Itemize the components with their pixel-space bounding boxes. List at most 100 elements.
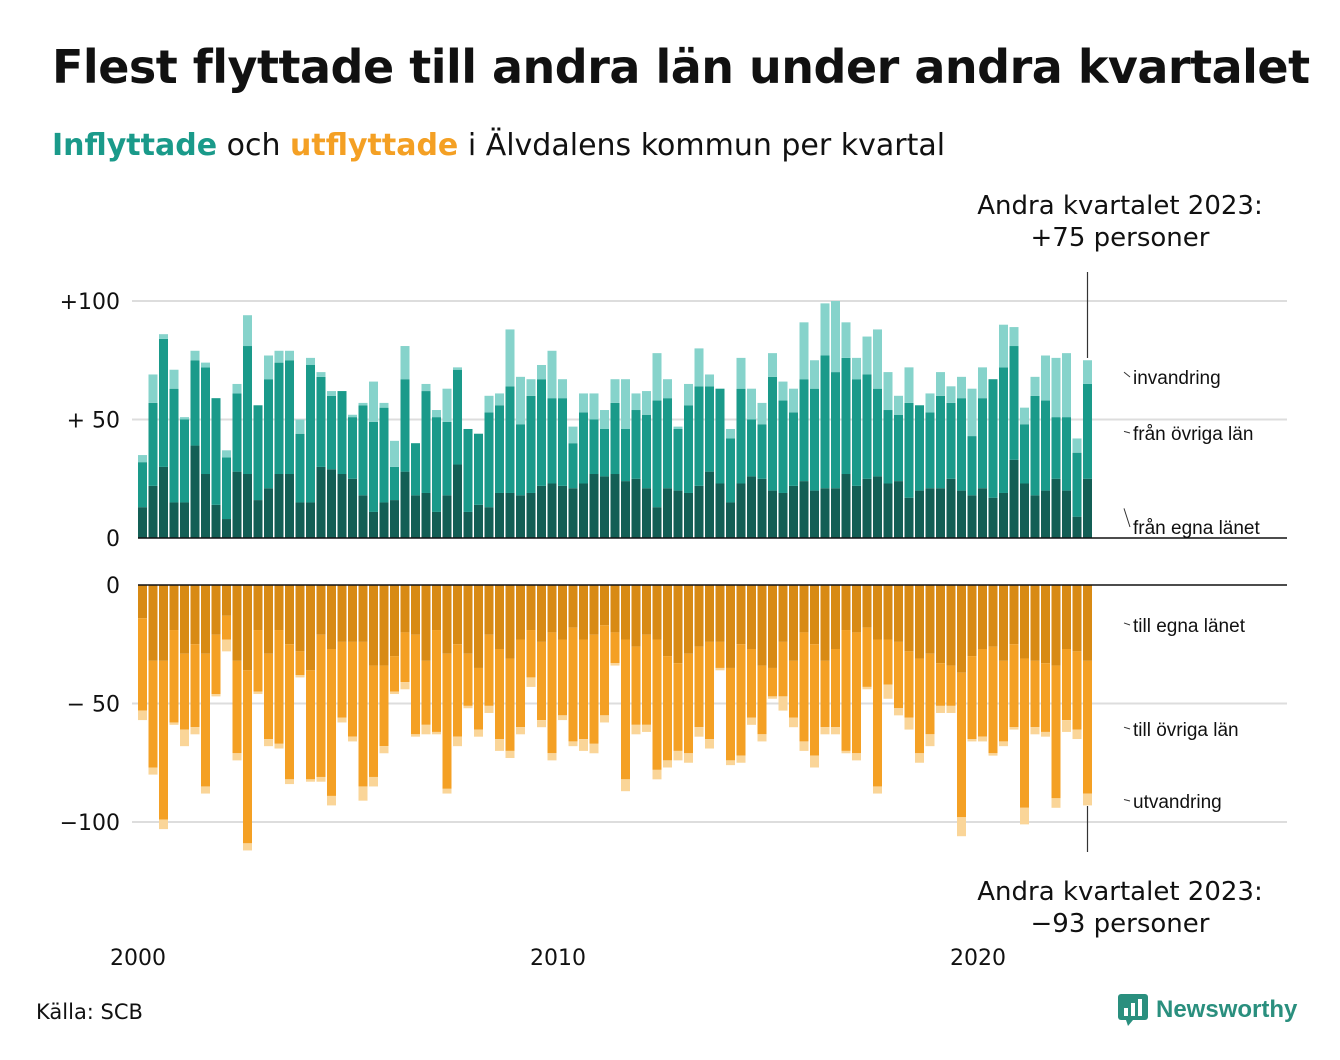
bar-out-1: [243, 670, 252, 844]
bar-out-0: [243, 585, 252, 671]
label-leader-bottom: [1123, 622, 1131, 626]
bar-out-0: [190, 585, 200, 645]
bar-in-0: [768, 490, 777, 538]
bar-in-0: [778, 492, 788, 538]
bar-in-1: [180, 419, 189, 503]
bar-in-0: [505, 492, 515, 538]
bar-in-1: [705, 386, 714, 472]
bar-out-2: [306, 779, 315, 782]
bar-in-0: [243, 474, 252, 538]
bar-out-2: [936, 705, 945, 713]
bar-out-0: [495, 585, 504, 649]
bar-out-0: [232, 585, 242, 661]
bar-in-0: [988, 497, 998, 538]
bar-in-0: [516, 495, 525, 538]
bar-in-0: [1030, 495, 1040, 538]
bar-in-2: [453, 367, 462, 370]
bar-out-0: [337, 585, 347, 642]
bar-out-0: [327, 585, 336, 649]
bar-out-1: [169, 630, 179, 723]
subtitle-rest: i Älvdalens kommun per kvartal: [467, 128, 946, 163]
bar-out-1: [295, 651, 305, 676]
bar-in-1: [757, 424, 767, 479]
bar-in-0: [537, 485, 546, 538]
bar-out-1: [1009, 644, 1019, 728]
x-tick-label: 2020: [950, 946, 1006, 971]
bar-in-2: [925, 393, 935, 413]
bar-out-0: [558, 585, 567, 640]
bar-out-1: [852, 632, 861, 754]
bar-out-1: [1020, 658, 1029, 808]
bar-out-0: [726, 585, 735, 668]
bar-in-1: [799, 379, 809, 482]
newsworthy-logo-icon: [1118, 994, 1148, 1026]
bar-out-2: [1041, 731, 1050, 737]
bar-in-0: [306, 502, 315, 538]
bar-in-0: [285, 474, 294, 538]
bar-in-1: [1062, 417, 1071, 491]
bar-out-0: [379, 585, 389, 666]
bar-out-1: [631, 646, 641, 725]
bar-out-1: [442, 653, 452, 789]
bar-in-0: [232, 471, 242, 538]
bar-out-0: [358, 585, 368, 642]
bar-in-1: [600, 428, 609, 477]
bar-in-1: [820, 355, 830, 489]
bar-out-1: [736, 644, 746, 756]
bar-in-0: [820, 488, 830, 538]
bar-out-2: [316, 776, 326, 782]
bar-in-2: [789, 388, 798, 413]
bar-in-0: [159, 466, 168, 538]
bar-out-2: [180, 729, 189, 747]
bar-in-0: [1051, 478, 1061, 538]
bar-out-0: [579, 585, 588, 640]
bar-out-1: [925, 653, 935, 735]
bar-in-1: [243, 346, 252, 475]
bar-in-1: [778, 400, 788, 493]
bar-in-2: [799, 322, 809, 380]
bar-in-2: [180, 417, 189, 420]
bar-out-1: [453, 644, 462, 737]
bar-out-1: [232, 660, 242, 754]
bar-in-0: [390, 500, 399, 538]
bar-in-0: [642, 488, 651, 538]
bar-in-1: [1051, 417, 1061, 479]
bar-out-1: [663, 656, 672, 761]
bar-in-2: [810, 360, 819, 389]
bar-in-1: [967, 436, 977, 496]
bar-out-1: [978, 648, 987, 737]
bar-in-1: [894, 414, 903, 482]
bar-in-2: [1072, 438, 1082, 453]
bar-out-1: [726, 667, 735, 761]
bar-in-1: [463, 428, 473, 512]
bar-in-1: [138, 462, 147, 508]
bar-in-0: [222, 519, 231, 538]
bar-out-2: [768, 696, 777, 699]
bar-out-2: [1030, 727, 1040, 735]
bar-in-2: [652, 353, 662, 401]
bar-out-1: [1062, 648, 1071, 721]
bar-out-1: [316, 634, 326, 777]
bar-out-0: [547, 585, 557, 633]
bar-out-2: [390, 691, 399, 695]
bar-out-1: [190, 644, 200, 728]
bar-in-0: [190, 445, 200, 538]
series-label-top: invandring: [1133, 368, 1221, 389]
bar-out-2: [505, 750, 515, 759]
bar-in-2: [306, 357, 315, 365]
bar-out-2: [579, 739, 588, 751]
bar-out-2: [999, 741, 1008, 747]
bar-out-1: [474, 667, 483, 730]
bar-out-1: [463, 653, 473, 706]
bar-in-1: [432, 417, 441, 512]
bar-in-2: [726, 428, 735, 439]
bar-in-0: [316, 466, 326, 538]
bar-out-0: [799, 585, 809, 633]
bar-in-0: [379, 502, 389, 538]
subtitle-inflyttade: Inflyttade: [52, 128, 218, 163]
bar-in-1: [201, 367, 210, 475]
bar-in-1: [316, 376, 326, 467]
bar-out-2: [232, 753, 242, 761]
bar-in-0: [736, 483, 746, 538]
